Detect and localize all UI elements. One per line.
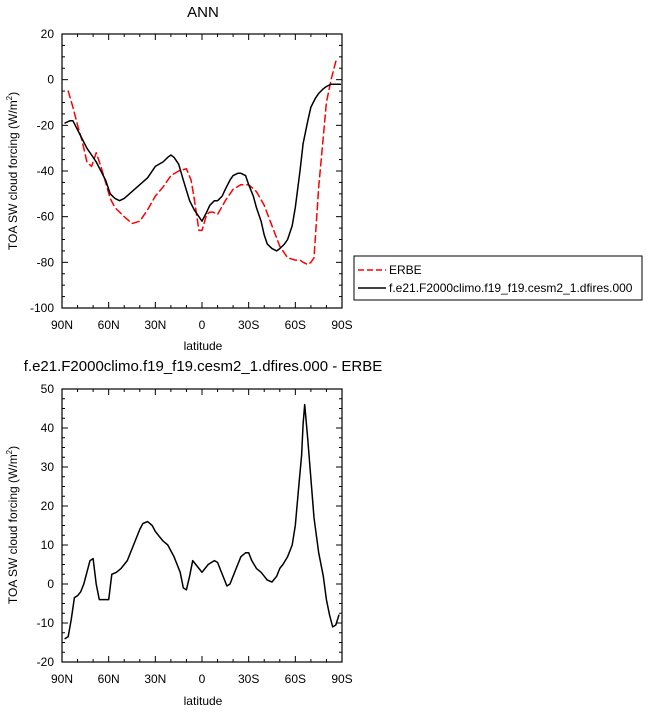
y-axis-title-main: TOA SW cloud forcing (W/m [6,100,20,250]
y-axis-title-superscript: 2 [5,95,14,100]
chart-axes: 90N 60N 30N 0 30S 60S 90S 20 0 -20 -40 -60 -80 -100 [30,27,353,332]
x-axis-title: latitude [184,694,223,708]
x-tick-label: 60S [285,672,306,686]
y-tick-label: -20 [37,118,55,132]
legend-label-model: f.e21.F2000climo.f19_f19.cesm2_1.dfires.… [389,281,633,295]
y-axis-title-close: ) [6,92,20,96]
series-line-0 [64,403,340,640]
y-axis-title-close: ) [6,446,20,450]
legend-label-erbe: ERBE [389,263,422,277]
chart-series [64,403,340,640]
y-axis-title: TOA SW cloud forcing (W/m2) [5,92,20,250]
x-tick-label: 60S [285,318,306,332]
y-axis-title-superscript: 2 [5,449,14,454]
x-tick-label: 60N [98,672,120,686]
y-tick-label: 0 [47,73,54,87]
chart-annual-toa-sw-cloud-forcing: ANN 90N 60N 30N 0 30S 60S 90S 20 0 -20 -40 -60 -80 -1… [5,4,643,353]
x-tick-label: 90N [51,318,73,332]
chart-title: ANN [187,4,219,21]
y-tick-label: 0 [47,577,54,591]
chart-series [64,58,342,266]
legend-box [353,255,643,301]
x-tick-label: 90S [331,318,352,332]
y-axis-title: TOA SW cloud forcing (W/m2) [5,446,20,604]
y-tick-label: -20 [37,655,55,669]
chart-title: f.e21.F2000climo.f19_f19.cesm2_1.dfires.… [24,358,383,375]
chart-difference-toa-sw-cloud-forcing: f.e21.F2000climo.f19_f19.cesm2_1.dfires.… [5,358,382,708]
x-tick-label: 30N [144,672,166,686]
y-tick-label: 30 [41,460,55,474]
y-tick-label: -60 [37,210,55,224]
x-axis-title: latitude [184,339,223,353]
x-tick-label: 0 [199,672,206,686]
x-tick-label: 90N [51,672,73,686]
x-tick-label: 60N [98,318,120,332]
x-tick-label: 0 [199,318,206,332]
y-tick-label: -40 [37,164,55,178]
plot-frame [61,388,343,663]
y-tick-label: 20 [41,499,55,513]
chart-axes: 90N 60N 30N 0 30S 60S 90S 50 40 30 20 10 0 -10 -20 [37,382,353,686]
y-tick-label: 50 [41,382,55,396]
y-tick-label: -80 [37,255,55,269]
series-line-1 [64,83,342,252]
y-tick-label: -100 [30,301,54,315]
x-tick-label: 90S [331,672,352,686]
y-tick-label: -10 [37,616,55,630]
x-tick-label: 30S [238,672,259,686]
y-axis-title-main: TOA SW cloud forcing (W/m [6,454,20,604]
y-tick-label: 20 [41,27,55,41]
y-tick-label: 10 [41,538,55,552]
x-tick-label: 30N [144,318,166,332]
plot-frame [61,33,343,309]
x-tick-label: 30S [238,318,259,332]
y-tick-label: 40 [41,421,55,435]
series-line-0 [67,58,340,266]
chart-legend: ERBE f.e21.F2000climo.f19_f19.cesm2_1.df… [353,255,643,301]
